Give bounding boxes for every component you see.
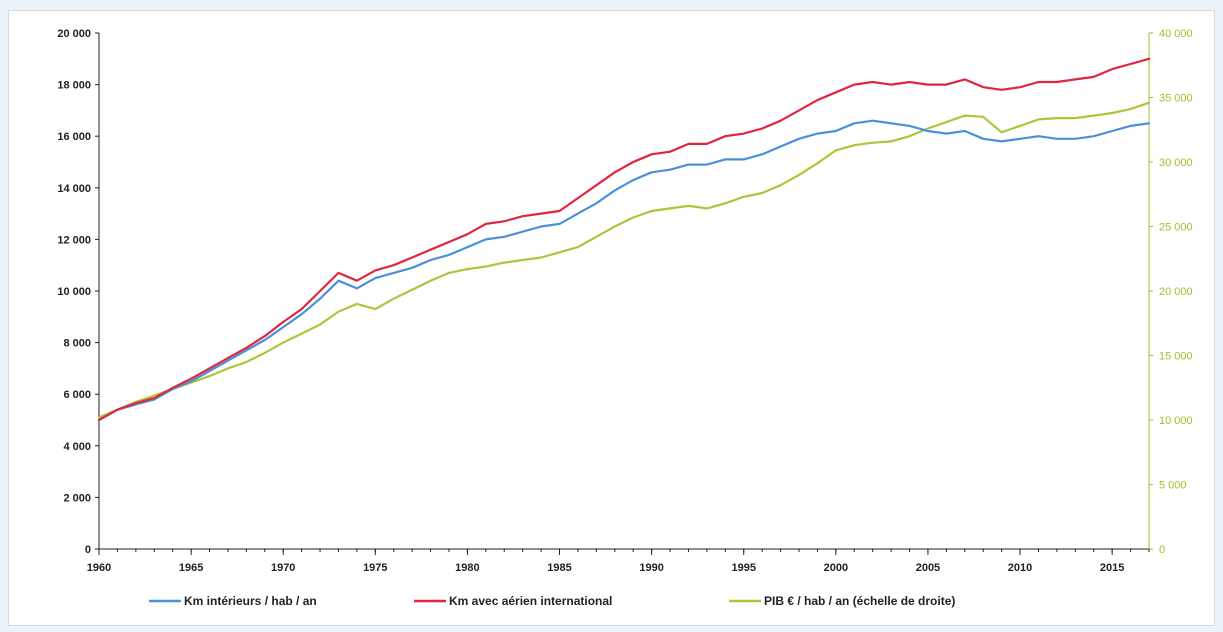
x-tick-label: 1970 <box>271 562 295 574</box>
y-left-tick-label: 2 000 <box>63 492 91 504</box>
y-right-tick-label: 10 000 <box>1159 415 1193 427</box>
line-chart: 0 2 000 4 000 6 000 8 000 10 000 12 000 14 000 1… <box>57 28 1192 608</box>
chart-frame: 0 2 000 4 000 6 000 8 000 10 000 12 000 14 000 1… <box>8 10 1215 626</box>
series-line-km-interieurs <box>97 119 1151 422</box>
axes: 0 2 000 4 000 6 000 8 000 10 000 12 000 14 000 1… <box>57 28 1192 574</box>
y-left-tick-label: 16 000 <box>57 131 91 143</box>
y-left-tick-label: 14 000 <box>57 183 91 195</box>
y-left-tick-label: 20 000 <box>57 28 91 40</box>
y-right-tick-label: 35 000 <box>1159 93 1193 105</box>
y-right-tick-label: 0 <box>1159 544 1165 556</box>
y-left-tick-label: 4 000 <box>63 441 91 453</box>
series-line-pib <box>97 101 1151 419</box>
x-tick-label: 2000 <box>824 562 848 574</box>
x-tick-label: 2010 <box>1008 562 1032 574</box>
series-line-km-aerien <box>97 57 1151 422</box>
x-tick-label: 1960 <box>87 562 111 574</box>
x-tick-label: 1975 <box>363 562 387 574</box>
y-left-tick-label: 10 000 <box>57 286 91 298</box>
y-right-tick-label: 25 000 <box>1159 222 1193 234</box>
legend-pib-label: PIB € / hab / an (échelle de droite) <box>764 594 955 608</box>
x-tick-label: 1995 <box>731 562 755 574</box>
legend-km-interieurs-label: Km intérieurs / hab / an <box>184 594 317 608</box>
y-right-tick-label: 40 000 <box>1159 28 1193 40</box>
y-right-tick-label: 15 000 <box>1159 351 1193 363</box>
y-right-tick-label: 5 000 <box>1159 480 1187 492</box>
y-right-tick-label: 20 000 <box>1159 286 1193 298</box>
legend-km-aerien-label: Km avec aérien international <box>449 594 612 608</box>
series-layer <box>97 57 1151 422</box>
x-tick-label: 2005 <box>916 562 940 574</box>
y-left-tick-label: 8 000 <box>63 338 91 350</box>
x-tick-label: 1990 <box>639 562 663 574</box>
x-tick-label: 1980 <box>455 562 479 574</box>
y-right-tick-label: 30 000 <box>1159 157 1193 169</box>
legend: Km intérieurs / hab / an Km avec aérien i… <box>149 594 955 608</box>
y-left-tick-label: 18 000 <box>57 80 91 92</box>
x-tick-label: 2015 <box>1100 562 1124 574</box>
y-left-tick-label: 12 000 <box>57 234 91 246</box>
y-left-tick-label: 0 <box>85 544 91 556</box>
x-tick-label: 1965 <box>179 562 203 574</box>
y-left-tick-label: 6 000 <box>63 389 91 401</box>
x-tick-label: 1985 <box>547 562 571 574</box>
